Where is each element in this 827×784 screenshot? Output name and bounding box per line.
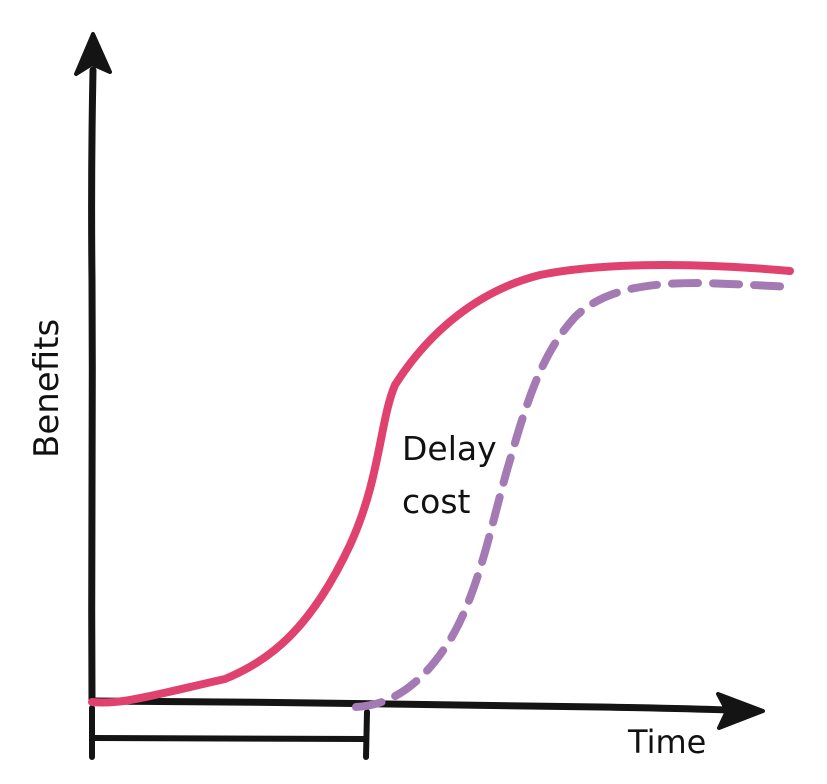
delay-bracket [89,705,370,760]
series-solid-curve [88,261,794,707]
bracket-bar [90,735,369,742]
bracket-right-tick [363,709,370,760]
x-axis-arrowhead [716,692,765,730]
y-axis-arrowhead [74,32,112,76]
y-axis-label: Benefits [27,319,67,458]
delay-cost-label-line2: cost [402,482,471,521]
y-axis-line [88,66,97,704]
series-dashed-curve [352,279,796,711]
x-axis-line [88,697,732,714]
x-axis-label: Time [627,723,706,761]
delay-cost-label-line1: Delay [402,429,497,468]
